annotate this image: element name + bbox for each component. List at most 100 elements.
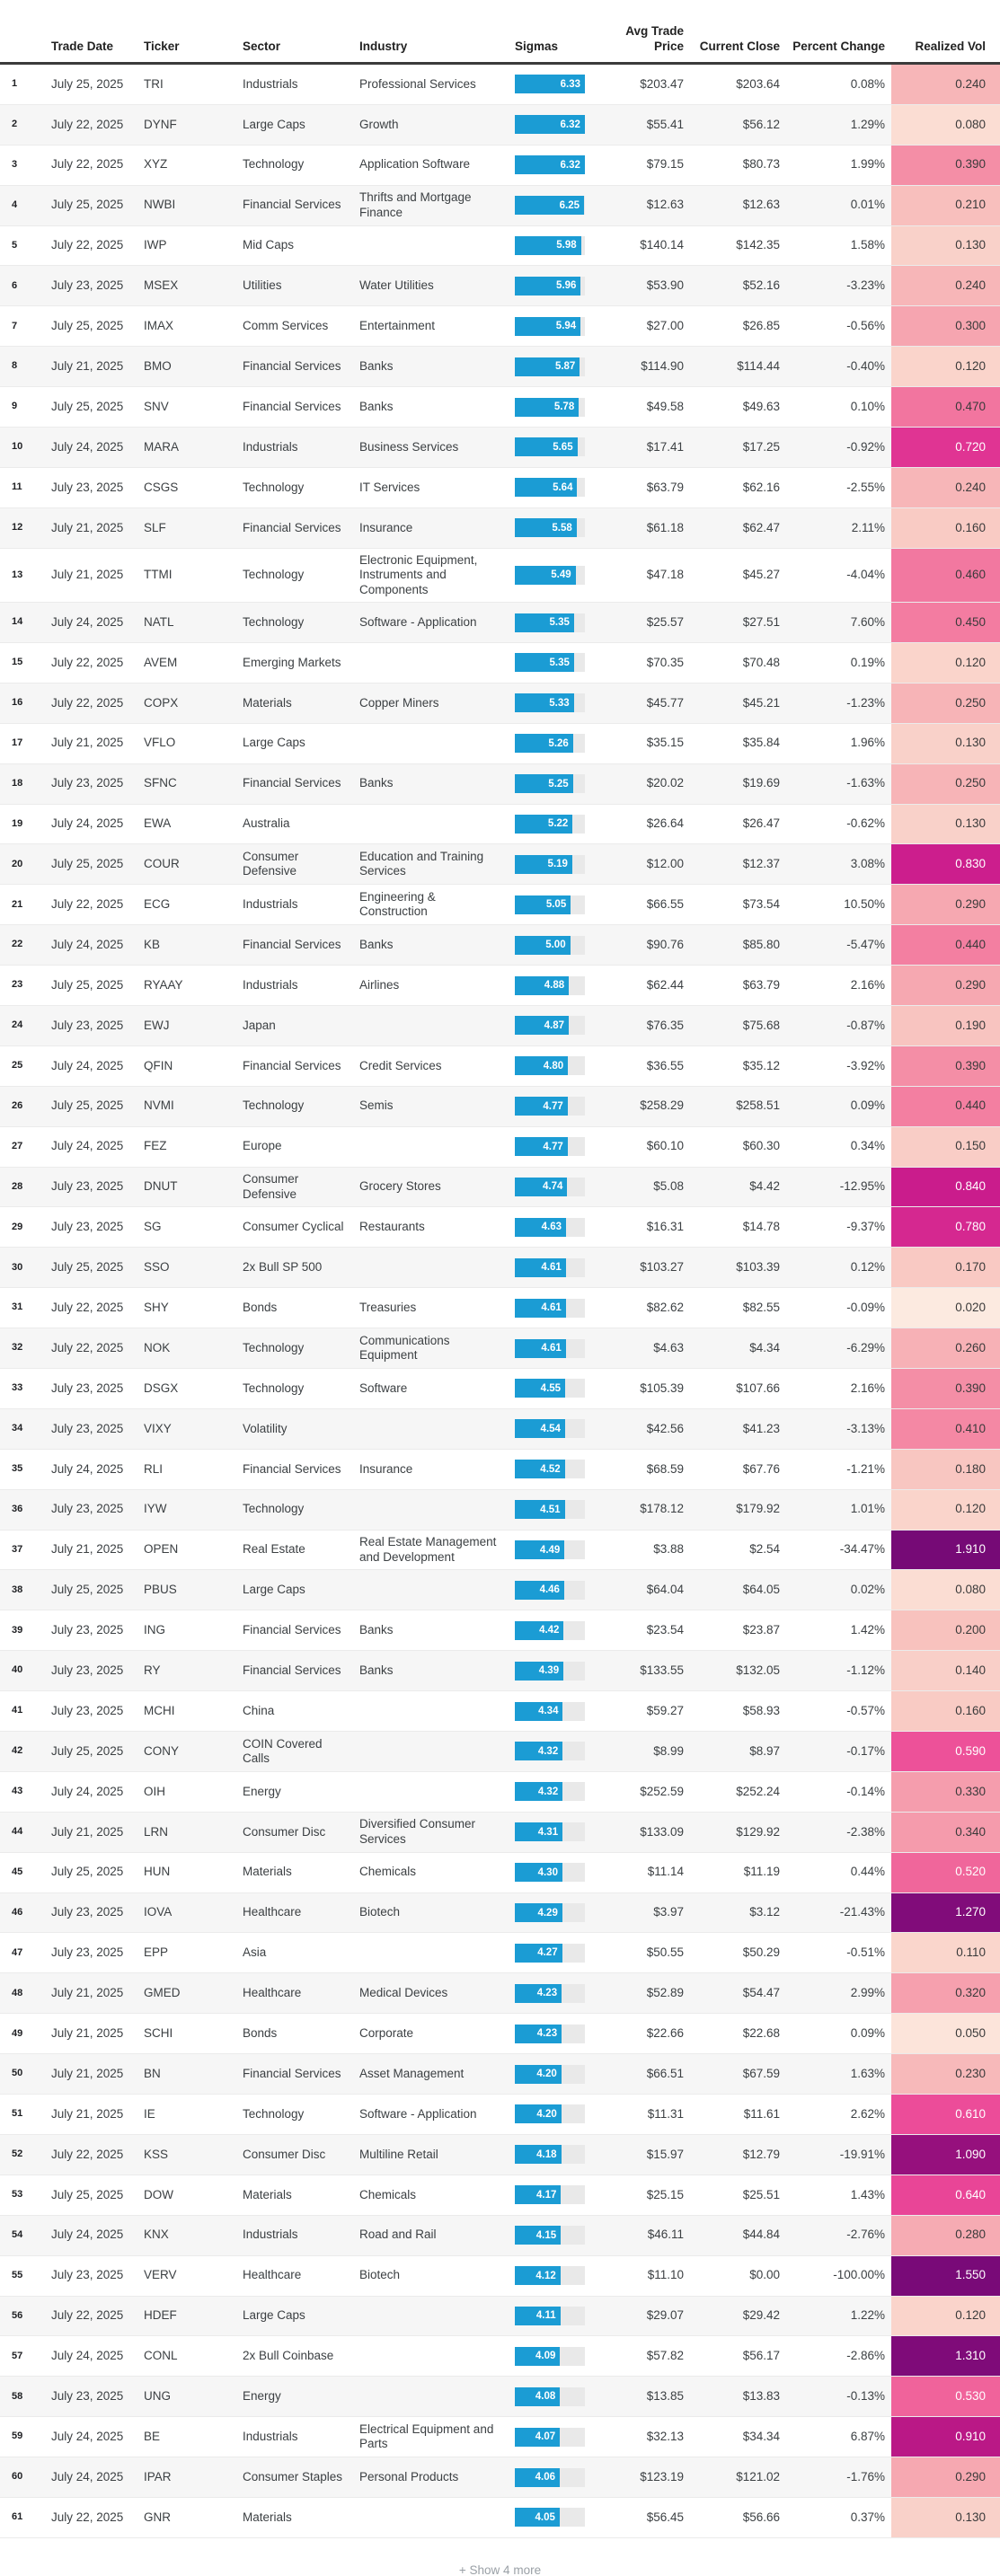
table-row[interactable]: 5 July 22, 2025 IWP Mid Caps 5.98 $140.14 $142… bbox=[0, 225, 1000, 267]
current-close-cell: $114.44 bbox=[737, 358, 780, 373]
table-row[interactable]: 47 July 23, 2025 EPP Asia 4.27 $50.55 $50.29 -0… bbox=[0, 1933, 1000, 1974]
table-row[interactable]: 40 July 23, 2025 RY Financial Services Banks… bbox=[0, 1651, 1000, 1692]
table-row[interactable]: 31 July 22, 2025 SHY Bonds Treasuries 4.61 $82… bbox=[0, 1288, 1000, 1329]
table-row[interactable]: 58 July 23, 2025 UNG Energy 4.08 $13.85 $13.83… bbox=[0, 2377, 1000, 2418]
current-close-cell: $142.35 bbox=[736, 238, 780, 252]
sector-cell: 2x Bull SP 500 bbox=[243, 1260, 323, 1275]
header-sigmas[interactable]: Sigmas bbox=[515, 40, 559, 54]
table-row[interactable]: 42 July 25, 2025 CONY COIN Covered Calls 4.3… bbox=[0, 1732, 1000, 1772]
table-row[interactable]: 18 July 23, 2025 SFNC Financial Services Ban… bbox=[0, 763, 1000, 805]
avg-trade-price-cell: $133.09 bbox=[640, 1824, 684, 1839]
percent-change-cell: 0.08% bbox=[850, 76, 885, 91]
table-row[interactable]: 39 July 23, 2025 ING Financial Services Bank… bbox=[0, 1610, 1000, 1652]
table-row[interactable]: 1 July 25, 2025 TRI Industrials Professional… bbox=[0, 65, 1000, 105]
table-row[interactable]: 32 July 22, 2025 NOK Technology Communicatio… bbox=[0, 1328, 1000, 1370]
table-row[interactable]: 15 July 22, 2025 AVEM Emerging Markets 5.35 $… bbox=[0, 642, 1000, 684]
table-row[interactable]: 22 July 24, 2025 KB Financial Services Banks… bbox=[0, 925, 1000, 966]
table-row[interactable]: 8 July 21, 2025 BMO Financial Services Banks… bbox=[0, 347, 1000, 388]
table-row[interactable]: 52 July 22, 2025 KSS Consumer Disc Multiline… bbox=[0, 2134, 1000, 2175]
table-row[interactable]: 21 July 22, 2025 ECG Industrials Engineering… bbox=[0, 885, 1000, 926]
current-close-cell: $58.93 bbox=[742, 1703, 780, 1717]
table-row[interactable]: 53 July 25, 2025 DOW Materials Chemicals 4.17… bbox=[0, 2175, 1000, 2216]
table-row[interactable]: 30 July 25, 2025 SSO 2x Bull SP 500 4.61 $103… bbox=[0, 1248, 1000, 1289]
current-close-cell: $52.16 bbox=[742, 278, 780, 293]
avg-trade-price-cell: $3.97 bbox=[653, 1905, 684, 1919]
table-row[interactable]: 10 July 24, 2025 MARA Industrials Business S… bbox=[0, 428, 1000, 468]
table-row[interactable]: 50 July 21, 2025 BN Financial Services Asset… bbox=[0, 2054, 1000, 2095]
trade-date-cell: July 25, 2025 bbox=[51, 1743, 124, 1758]
table-row[interactable]: 44 July 21, 2025 LRN Consumer Disc Diversifi… bbox=[0, 1812, 1000, 1853]
sigma-value: 4.11 bbox=[535, 2310, 556, 2322]
header-sector[interactable]: Sector bbox=[243, 40, 281, 54]
percent-change-cell: 2.62% bbox=[850, 2106, 885, 2121]
sigma-bar-cell: 4.11 bbox=[508, 2302, 596, 2330]
trade-date-cell: July 21, 2025 bbox=[51, 2106, 124, 2121]
table-row[interactable]: 27 July 24, 2025 FEZ Europe 4.77 $60.10 $60.30… bbox=[0, 1126, 1000, 1168]
row-number: 15 bbox=[12, 657, 23, 668]
table-row[interactable]: 20 July 25, 2025 COUR Consumer Defensive Edu… bbox=[0, 844, 1000, 886]
table-row[interactable]: 17 July 21, 2025 VFLO Large Caps 5.26 $35.15 $… bbox=[0, 723, 1000, 764]
table-row[interactable]: 36 July 23, 2025 IYW Technology 4.51 $178.12 $… bbox=[0, 1489, 1000, 1531]
sigma-bar-track: 4.74 bbox=[515, 1178, 585, 1196]
table-row[interactable]: 41 July 23, 2025 MCHI China 4.34 $59.27 $58.93… bbox=[0, 1691, 1000, 1733]
header-current-close[interactable]: Current Close bbox=[699, 40, 780, 54]
header-realized-vol[interactable]: Realized Vol bbox=[915, 40, 986, 54]
table-row[interactable]: 56 July 22, 2025 HDEF Large Caps 4.11 $29.07 $… bbox=[0, 2296, 1000, 2337]
show-more-button[interactable]: + Show 4 more bbox=[458, 2563, 542, 2576]
table-row[interactable]: 43 July 24, 2025 OIH Energy 4.32 $252.59 $252.… bbox=[0, 1771, 1000, 1813]
table-row[interactable]: 16 July 22, 2025 COPX Materials Copper Miner… bbox=[0, 683, 1000, 724]
table-row[interactable]: 28 July 23, 2025 DNUT Consumer Defensive Gro… bbox=[0, 1167, 1000, 1208]
current-close-cell: $45.21 bbox=[742, 695, 780, 710]
table-row[interactable]: 29 July 23, 2025 SG Consumer Cyclical Restau… bbox=[0, 1207, 1000, 1248]
table-row[interactable]: 55 July 23, 2025 VERV Healthcare Biotech 4.12… bbox=[0, 2255, 1000, 2297]
percent-change-cell: -2.76% bbox=[846, 2228, 885, 2242]
table-row[interactable]: 54 July 24, 2025 KNX Industrials Road and Ra… bbox=[0, 2215, 1000, 2256]
header-trade-date[interactable]: Trade Date bbox=[51, 40, 114, 54]
header-percent-change[interactable]: Percent Change bbox=[792, 40, 885, 54]
sector-cell: Asia bbox=[243, 1945, 267, 1960]
table-row[interactable]: 35 July 24, 2025 RLI Financial Services Insu… bbox=[0, 1449, 1000, 1490]
header-ticker[interactable]: Ticker bbox=[144, 40, 180, 54]
sigma-bar-cell: 4.08 bbox=[508, 2383, 596, 2411]
row-number: 49 bbox=[12, 2027, 23, 2039]
table-row[interactable]: 24 July 23, 2025 EWJ Japan 4.87 $76.35 $75.68 -… bbox=[0, 1006, 1000, 1046]
current-close-cell: $22.68 bbox=[742, 2025, 780, 2040]
table-row[interactable]: 37 July 21, 2025 OPEN Real Estate Real Estat… bbox=[0, 1530, 1000, 1571]
table-row[interactable]: 9 July 25, 2025 SNV Financial Services Banks… bbox=[0, 387, 1000, 428]
table-row[interactable]: 38 July 25, 2025 PBUS Large Caps 4.46 $64.04 $… bbox=[0, 1570, 1000, 1611]
table-row[interactable]: 14 July 24, 2025 NATL Technology Software - … bbox=[0, 603, 1000, 643]
table-row[interactable]: 6 July 23, 2025 MSEX Utilities Water Utiliti… bbox=[0, 266, 1000, 307]
table-row[interactable]: 48 July 21, 2025 GMED Healthcare Medical Dev… bbox=[0, 1973, 1000, 2015]
industry-cell: Electronic Equipment, Instruments and Co… bbox=[359, 552, 478, 596]
table-row[interactable]: 11 July 23, 2025 CSGS Technology IT Services… bbox=[0, 467, 1000, 508]
table-row[interactable]: 25 July 24, 2025 QFIN Financial Services Cre… bbox=[0, 1045, 1000, 1087]
avg-trade-price-cell: $29.07 bbox=[646, 2308, 684, 2323]
table-footer: + Show 4 more bbox=[0, 2538, 1000, 2576]
table-row[interactable]: 45 July 25, 2025 HUN Materials Chemicals 4.30… bbox=[0, 1852, 1000, 1893]
table-row[interactable]: 19 July 24, 2025 EWA Australia 5.22 $26.64 $26… bbox=[0, 804, 1000, 845]
table-row[interactable]: 34 July 23, 2025 VIXY Volatility 4.54 $42.56 $… bbox=[0, 1408, 1000, 1450]
realized-vol-cell: 0.130 bbox=[891, 225, 1000, 266]
table-row[interactable]: 59 July 24, 2025 BE Industrials Electrical E… bbox=[0, 2417, 1000, 2458]
table-row[interactable]: 33 July 23, 2025 DSGX Technology Software 4.5… bbox=[0, 1369, 1000, 1409]
header-avg-trade-price[interactable]: Avg Trade Price bbox=[625, 24, 684, 54]
sigma-value: 5.78 bbox=[553, 401, 575, 413]
table-row[interactable]: 2 July 22, 2025 DYNF Large Caps Growth 6.32 $5… bbox=[0, 104, 1000, 146]
table-row[interactable]: 57 July 24, 2025 CONL 2x Bull Coinbase 4.09 $… bbox=[0, 2336, 1000, 2378]
percent-change-cell: 6.87% bbox=[850, 2429, 885, 2443]
header-industry[interactable]: Industry bbox=[359, 40, 408, 54]
table-row[interactable]: 46 July 23, 2025 IOVA Healthcare Biotech 4.29… bbox=[0, 1892, 1000, 1934]
table-row[interactable]: 13 July 21, 2025 TTMI Technology Electronic … bbox=[0, 548, 1000, 604]
table-row[interactable]: 23 July 25, 2025 RYAAY Industrials Airlines 4… bbox=[0, 966, 1000, 1006]
table-row[interactable]: 61 July 22, 2025 GNR Materials 4.05 $56.45 $56… bbox=[0, 2497, 1000, 2538]
table-row[interactable]: 3 July 22, 2025 XYZ Technology Application S… bbox=[0, 145, 1000, 186]
table-row[interactable]: 4 July 25, 2025 NWBI Financial Services Thri… bbox=[0, 185, 1000, 226]
table-row[interactable]: 7 July 25, 2025 IMAX Comm Services Entertain… bbox=[0, 306, 1000, 348]
table-row[interactable]: 12 July 21, 2025 SLF Financial Services Insu… bbox=[0, 507, 1000, 549]
table-row[interactable]: 49 July 21, 2025 SCHI Bonds Corporate 4.23 $22… bbox=[0, 2014, 1000, 2055]
table-row[interactable]: 51 July 21, 2025 IE Technology Software - Ap… bbox=[0, 2095, 1000, 2135]
realized-vol-cell: 0.910 bbox=[891, 2417, 1000, 2457]
table-row[interactable]: 26 July 25, 2025 NVMI Technology Semis 4.77 $2… bbox=[0, 1086, 1000, 1127]
table-row[interactable]: 60 July 24, 2025 IPAR Consumer Staples Perso… bbox=[0, 2457, 1000, 2498]
industry-cell: Entertainment bbox=[359, 319, 436, 333]
